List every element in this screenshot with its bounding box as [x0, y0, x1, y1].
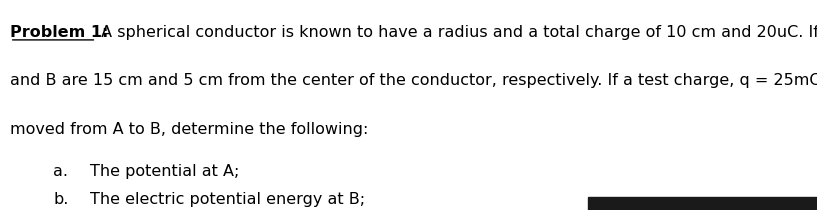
Text: Problem 1:: Problem 1: [10, 25, 108, 40]
Text: and B are 15 cm and 5 cm from the center of the conductor, respectively. If a te: and B are 15 cm and 5 cm from the center… [10, 74, 817, 88]
Text: moved from A to B, determine the following:: moved from A to B, determine the followi… [10, 122, 368, 137]
Bar [588, 197, 817, 210]
Text: The potential at A;: The potential at A; [90, 164, 239, 179]
Text: b.: b. [53, 192, 69, 207]
Text: The electric potential energy at B;: The electric potential energy at B; [90, 192, 365, 207]
Text: A spherical conductor is known to have a radius and a total charge of 10 cm and : A spherical conductor is known to have a… [96, 25, 817, 40]
Text: a.: a. [53, 164, 68, 179]
